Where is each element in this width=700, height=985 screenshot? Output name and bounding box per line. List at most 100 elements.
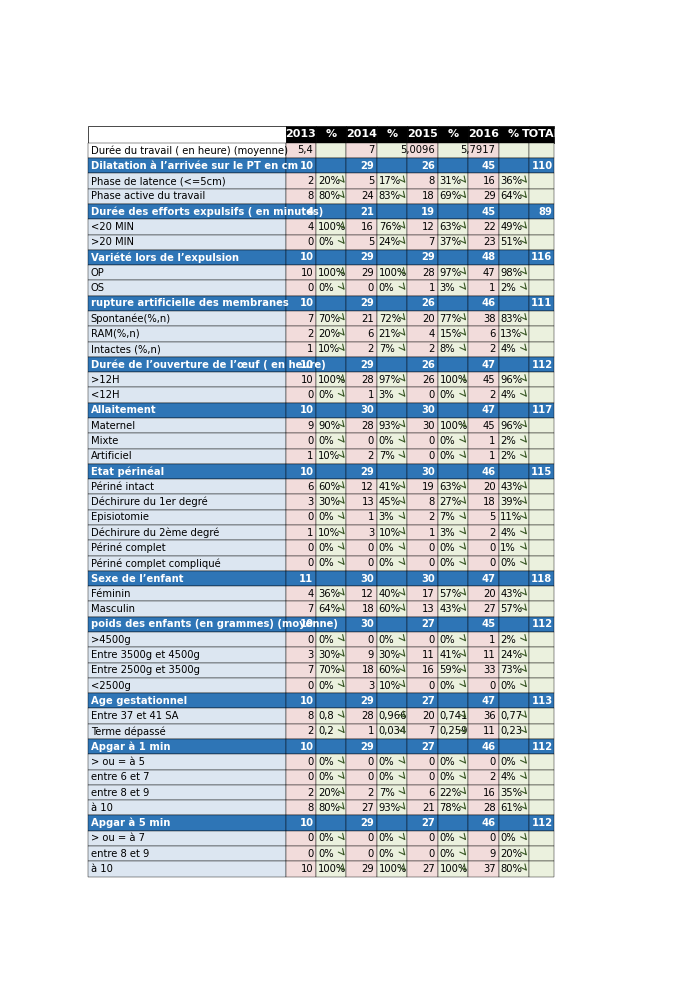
Bar [407, 693, 438, 708]
Bar [528, 830, 554, 846]
Text: Apgar à 5 min: Apgar à 5 min [90, 818, 170, 828]
Text: Féminin: Féminin [90, 589, 130, 599]
Text: 21: 21 [361, 313, 374, 324]
Bar [88, 830, 286, 846]
Text: 2%: 2% [500, 283, 516, 294]
Text: 0: 0 [489, 757, 496, 767]
Text: 15%: 15% [440, 329, 461, 339]
Text: 59%: 59% [440, 665, 461, 676]
Text: 18: 18 [361, 665, 374, 676]
Text: entre 8 et 9: entre 8 et 9 [90, 849, 149, 859]
Text: 29: 29 [360, 742, 374, 752]
Bar [88, 755, 286, 769]
Text: 89: 89 [538, 207, 552, 217]
Text: Artificiel: Artificiel [90, 451, 132, 461]
Text: 93%: 93% [379, 803, 400, 813]
Text: Spontanée(%,n): Spontanée(%,n) [90, 313, 171, 324]
Bar [407, 724, 438, 739]
Text: 9: 9 [489, 849, 496, 859]
Text: 10: 10 [300, 298, 314, 308]
Text: <2500g: <2500g [90, 681, 130, 690]
Text: 7%: 7% [379, 451, 395, 461]
Bar [528, 189, 554, 204]
Text: 3%: 3% [440, 283, 455, 294]
Bar [316, 265, 346, 281]
Bar [438, 739, 468, 755]
Bar [468, 769, 498, 785]
Text: 1: 1 [368, 512, 374, 522]
Bar [316, 403, 346, 418]
Bar [286, 143, 316, 159]
Bar [316, 785, 346, 800]
Bar [407, 800, 438, 816]
Bar [286, 494, 316, 510]
Bar [498, 846, 528, 861]
Bar [377, 739, 407, 755]
Text: 11: 11 [299, 573, 314, 583]
Text: 41%: 41% [440, 650, 461, 660]
Text: 112: 112 [531, 620, 552, 629]
Bar [377, 479, 407, 494]
Text: 10: 10 [300, 467, 314, 477]
Bar [377, 800, 407, 816]
Text: Déchirure du 1er degré: Déchirure du 1er degré [90, 496, 207, 507]
Text: 100%: 100% [318, 268, 346, 278]
Text: 116: 116 [531, 252, 552, 262]
Text: 13%: 13% [500, 329, 522, 339]
Text: 26: 26 [421, 161, 435, 170]
Bar [316, 296, 346, 311]
Text: 37: 37 [483, 864, 496, 874]
Text: 51%: 51% [500, 237, 522, 247]
Text: 16: 16 [422, 665, 435, 676]
Bar [498, 541, 528, 556]
Text: 10: 10 [300, 695, 314, 706]
Bar [286, 296, 316, 311]
Text: 20: 20 [422, 313, 435, 324]
Bar [528, 647, 554, 663]
Text: 12: 12 [422, 222, 435, 231]
Text: 9: 9 [368, 650, 374, 660]
Bar [528, 250, 554, 265]
Text: 78%: 78% [440, 803, 461, 813]
Bar [528, 464, 554, 479]
Text: Entre 37 et 41 SA: Entre 37 et 41 SA [90, 711, 178, 721]
Text: 0: 0 [307, 634, 314, 645]
Bar [88, 204, 286, 220]
Text: Variété lors de l’expulsion: Variété lors de l’expulsion [90, 252, 239, 263]
Text: 16: 16 [483, 788, 496, 798]
Bar [286, 755, 316, 769]
Bar [438, 311, 468, 326]
Text: 13: 13 [422, 604, 435, 614]
Text: 26: 26 [422, 375, 435, 385]
Bar [286, 464, 316, 479]
Bar [498, 525, 528, 541]
Text: 0: 0 [307, 681, 314, 690]
Bar [468, 525, 498, 541]
Bar [407, 571, 438, 586]
Bar [468, 617, 498, 632]
Text: 5,7917: 5,7917 [461, 146, 496, 156]
Bar [346, 296, 377, 311]
Bar [346, 326, 377, 342]
Text: 0: 0 [489, 543, 496, 553]
Bar [498, 494, 528, 510]
Bar [468, 510, 498, 525]
Text: 41%: 41% [379, 482, 400, 492]
Text: 2: 2 [489, 344, 496, 355]
Text: 8: 8 [307, 711, 314, 721]
Text: 0%: 0% [440, 833, 455, 843]
Text: 0%: 0% [318, 634, 334, 645]
Bar [286, 769, 316, 785]
Bar [498, 372, 528, 387]
Bar [407, 830, 438, 846]
Bar [88, 189, 286, 204]
Bar [528, 724, 554, 739]
Text: 8: 8 [307, 803, 314, 813]
Bar [407, 342, 438, 357]
Bar [438, 265, 468, 281]
Bar [377, 281, 407, 296]
Bar [88, 433, 286, 448]
Bar [377, 647, 407, 663]
Text: 2: 2 [307, 329, 314, 339]
Bar [438, 204, 468, 220]
